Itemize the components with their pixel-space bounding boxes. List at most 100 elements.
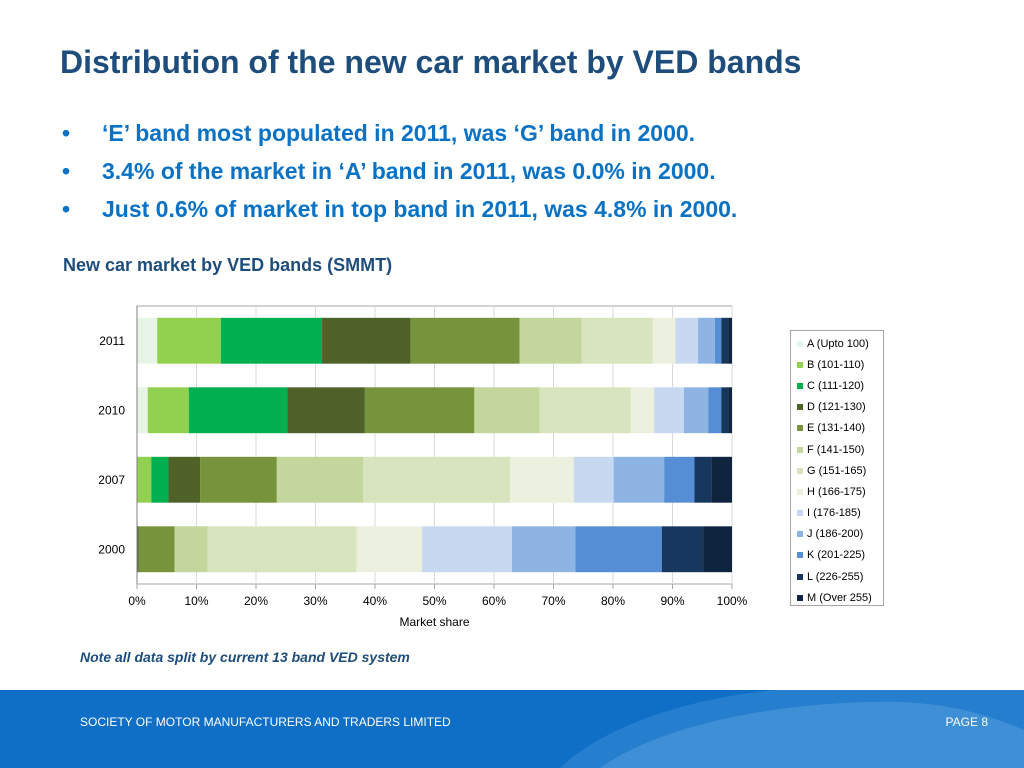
legend-item: K (201-225)	[791, 545, 883, 566]
legend-item: I (176-185)	[791, 503, 883, 524]
bar-segment	[694, 456, 712, 503]
footnote: Note all data split by current 13 band V…	[80, 649, 410, 665]
bullet-dot-icon: •	[62, 158, 71, 184]
bullet-text: Just 0.6% of market in top band in 2011,…	[102, 196, 738, 222]
bar-segment	[474, 387, 540, 434]
legend-item: L (226-255)	[791, 566, 883, 587]
bar-segment	[581, 317, 653, 364]
x-tick-label: 100%	[717, 594, 748, 608]
bar-segment	[137, 456, 152, 503]
x-tick-label: 0%	[128, 594, 146, 608]
bullet-list: • ‘E’ band most populated in 2011, was ‘…	[62, 118, 737, 232]
legend-swatch	[797, 552, 803, 559]
legend-item: J (186-200)	[791, 524, 883, 545]
y-category-label: 2010	[98, 403, 125, 417]
legend-label: B (101-110)	[807, 358, 865, 371]
slide-title: Distribution of the new car market by VE…	[60, 44, 802, 80]
x-tick-label: 30%	[303, 594, 327, 608]
bar-segment	[519, 317, 582, 364]
footer-swoosh-decoration	[560, 690, 1024, 768]
bullet-item: • Just 0.6% of market in top band in 201…	[62, 194, 737, 232]
y-category-label: 2007	[98, 473, 125, 487]
bullet-item: • 3.4% of the market in ‘A’ band in 2011…	[62, 156, 737, 194]
bar-segment	[207, 526, 357, 573]
chart-legend: A (Upto 100) B (101-110) C (111-120) D (121…	[790, 330, 884, 606]
bar-segment	[675, 317, 699, 364]
bar-segment	[664, 456, 695, 503]
bar-segment	[137, 526, 139, 573]
bar-segment	[363, 456, 511, 503]
bar-segment	[188, 387, 288, 434]
legend-swatch	[797, 425, 803, 432]
legend-label: I (176-185)	[807, 507, 861, 520]
bar-segment	[630, 387, 655, 434]
legend-swatch	[797, 361, 803, 368]
legend-swatch	[797, 573, 803, 580]
bar-segment	[364, 387, 475, 434]
bar-segment	[703, 526, 732, 573]
bar-segment	[174, 526, 208, 573]
y-category-label: 2011	[99, 334, 125, 348]
legend-label: G (151-165)	[807, 464, 867, 477]
legend-item: D (121-130)	[791, 397, 883, 418]
legend-label: J (186-200)	[807, 528, 864, 541]
footer-bar: SOCIETY OF MOTOR MANUFACTURERS AND TRADE…	[0, 690, 1024, 768]
legend-label: K (201-225)	[807, 549, 866, 562]
legend-swatch	[797, 446, 803, 453]
chart-title: New car market by VED bands (SMMT)	[63, 255, 393, 275]
legend-item: A (Upto 100)	[791, 333, 883, 354]
legend-swatch	[797, 594, 803, 601]
legend-label: H (166-175)	[807, 485, 866, 498]
bar-segment	[728, 387, 732, 434]
bar-segment	[573, 456, 614, 503]
x-tick-label: 90%	[660, 594, 684, 608]
bar-segment	[510, 456, 574, 503]
bar-segment	[721, 317, 729, 364]
legend-swatch	[797, 488, 803, 495]
legend-swatch	[797, 510, 803, 517]
bullet-dot-icon: •	[62, 120, 71, 146]
x-tick-label: 10%	[184, 594, 208, 608]
bar-segment	[683, 387, 709, 434]
legend-item: B (101-110)	[791, 354, 883, 375]
bar-segment	[575, 526, 662, 573]
bullet-text: 3.4% of the market in ‘A’ band in 2011, …	[102, 158, 716, 184]
bar-segment	[711, 456, 732, 503]
bar-segment	[661, 526, 704, 573]
y-category-label: 2000	[98, 542, 125, 556]
bar-segment	[728, 317, 732, 364]
bar-segment	[151, 456, 169, 503]
legend-item: H (166-175)	[791, 481, 883, 502]
legend-swatch	[797, 404, 803, 411]
legend-swatch	[797, 340, 803, 347]
footer-page-number: PAGE 8	[945, 715, 988, 729]
bar-segment	[654, 387, 684, 434]
bullet-text: ‘E’ band most populated in 2011, was ‘G’…	[102, 120, 696, 146]
bar-segment	[137, 317, 158, 364]
x-tick-label: 70%	[541, 594, 565, 608]
x-tick-label: 20%	[244, 594, 268, 608]
legend-label: C (111-120)	[807, 379, 865, 392]
bar-segment	[511, 526, 576, 573]
bar-segment	[157, 317, 221, 364]
bar-segment	[168, 456, 201, 503]
bar-segment	[356, 526, 423, 573]
x-axis-label: Market share	[399, 615, 469, 629]
bar-segment	[708, 387, 722, 434]
bar-segment	[322, 317, 411, 364]
x-tick-label: 50%	[422, 594, 446, 608]
legend-label: F (141-150)	[807, 443, 865, 456]
bar-segment	[200, 456, 277, 503]
bar-segment	[613, 456, 665, 503]
bar-segment	[137, 387, 148, 434]
bar-segment	[721, 387, 729, 434]
legend-item: G (151-165)	[791, 460, 883, 481]
bar-segment	[410, 317, 520, 364]
bar-segment	[714, 317, 722, 364]
bar-segment	[138, 526, 175, 573]
legend-swatch	[797, 531, 803, 538]
bar-segment	[422, 526, 512, 573]
legend-swatch	[797, 382, 803, 389]
bar-segment	[652, 317, 676, 364]
legend-label: D (121-130)	[807, 401, 866, 414]
